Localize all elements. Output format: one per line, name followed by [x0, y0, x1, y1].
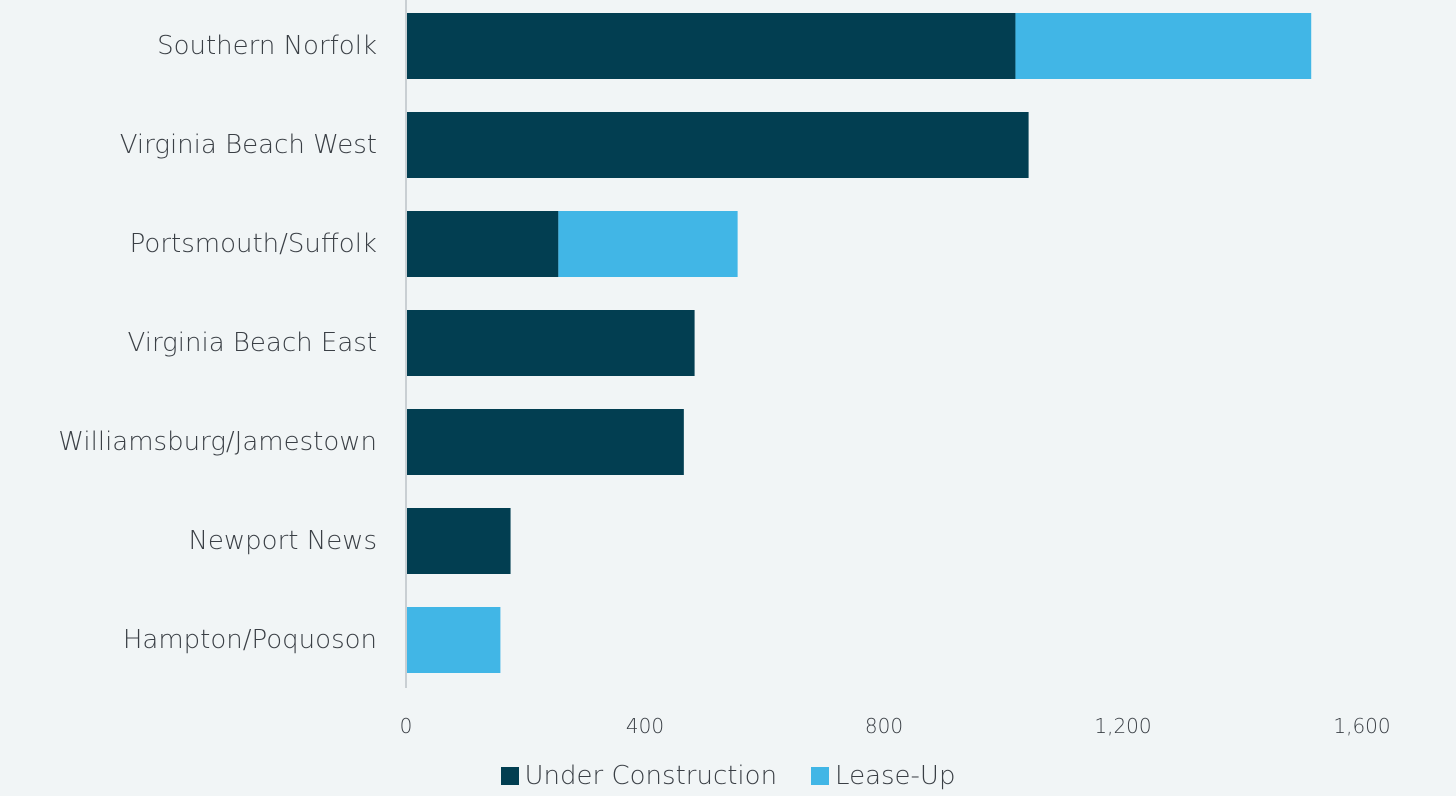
- legend-label-under-construction: Under Construction: [524, 761, 778, 791]
- category-label-virginia-beach-west: Virginia Beach West: [120, 130, 377, 160]
- category-label-hampton-poquoson: Hampton/Poquoson: [123, 625, 377, 655]
- bar-virginia-beach-west-under-construction: [406, 112, 1029, 178]
- bars-group: [406, 13, 1312, 673]
- x-tick-label-800: 800: [865, 714, 903, 738]
- x-tick-label-1-200: 1,200: [1094, 714, 1151, 738]
- category-label-southern-norfolk: Southern Norfolk: [157, 31, 377, 61]
- bar-williamsburg-jamestown-under-construction: [406, 409, 684, 475]
- bar-newport-news-under-construction: [406, 508, 511, 574]
- bar-portsmouth-suffolk-lease-up: [558, 211, 738, 277]
- x-tick-labels: 0 400 800 1,200 1,600: [400, 714, 1391, 738]
- legend-swatch-lease-up: [811, 767, 830, 785]
- legend-item-lease-up: Lease-Up: [811, 761, 955, 791]
- bar-hampton-poquoson-lease-up: [406, 607, 501, 673]
- legend: Under Construction Lease-Up: [0, 758, 1456, 794]
- x-tick-label-0: 0: [400, 714, 413, 738]
- x-tick-label-400: 400: [626, 714, 664, 738]
- category-label-virginia-beach-east: Virginia Beach East: [128, 328, 378, 358]
- category-label-williamsburg-jamestown: Williamsburg/Jamestown: [58, 427, 377, 457]
- x-tick-label-1-600: 1,600: [1333, 714, 1390, 738]
- legend-label-lease-up: Lease-Up: [835, 761, 956, 791]
- bar-virginia-beach-east-under-construction: [406, 310, 695, 376]
- legend-item-under-construction: Under Construction: [500, 761, 778, 791]
- category-label-newport-news: Newport News: [188, 526, 377, 556]
- legend-swatch-under-construction: [500, 767, 519, 785]
- bar-southern-norfolk-lease-up: [1015, 13, 1312, 79]
- category-labels: Southern Norfolk Virginia Beach West Ports…: [58, 31, 377, 655]
- category-label-portsmouth-suffolk: Portsmouth/Suffolk: [130, 229, 377, 259]
- bar-portsmouth-suffolk-under-construction: [406, 211, 559, 277]
- bar-chart: Southern Norfolk Virginia Beach West Ports…: [58, 0, 1391, 738]
- bar-southern-norfolk-under-construction: [406, 13, 1016, 79]
